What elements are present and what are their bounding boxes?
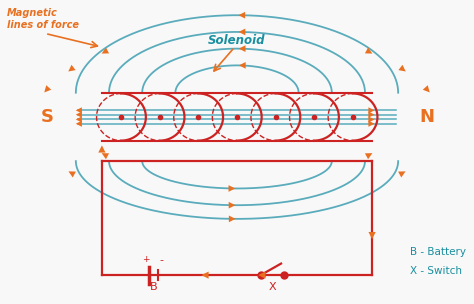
Text: +: + (142, 254, 150, 264)
Text: X: X (269, 282, 276, 292)
Text: N: N (419, 108, 434, 126)
Text: B - Battery: B - Battery (410, 247, 466, 257)
Text: -: - (159, 255, 163, 265)
Text: Solenoid: Solenoid (208, 34, 266, 47)
Text: Magnetic
lines of force: Magnetic lines of force (7, 8, 79, 30)
Text: S: S (41, 108, 54, 126)
Text: B: B (150, 282, 157, 292)
Text: X - Switch: X - Switch (410, 266, 462, 276)
